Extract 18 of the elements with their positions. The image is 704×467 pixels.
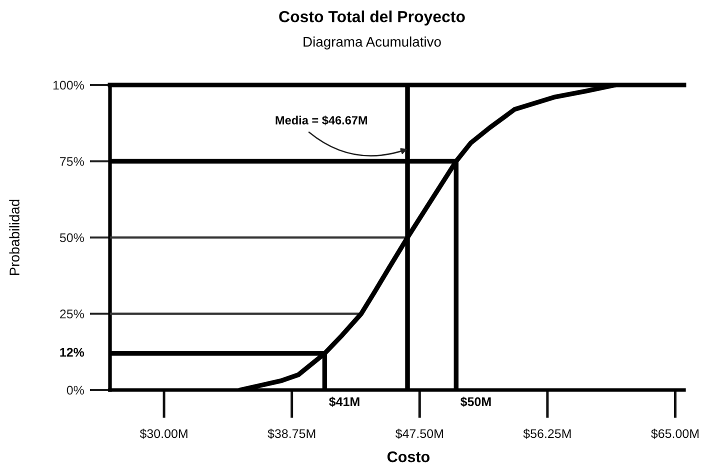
ref-line-label: $50M bbox=[460, 396, 491, 407]
ref-line-label: 12% bbox=[60, 348, 84, 357]
y-tick-label: 25% bbox=[60, 310, 84, 318]
x-tick-label: $47.50M bbox=[395, 428, 443, 439]
chart-subtitle: Diagrama Acumulativo bbox=[304, 36, 441, 50]
y-tick-label: 0% bbox=[66, 386, 84, 395]
x-tick-label: $65.00M bbox=[651, 428, 699, 439]
y-tick-label: 100% bbox=[53, 80, 84, 90]
x-tick-label: $56.25M bbox=[523, 428, 571, 439]
annotation: Media = $46.67M bbox=[276, 116, 368, 126]
x-axis-title: Costo bbox=[387, 451, 430, 462]
x-tick-label: $38.75M bbox=[268, 428, 316, 439]
y-tick-label: 75% bbox=[60, 157, 84, 166]
chart-title: Costo Total del Proyecto bbox=[279, 10, 465, 26]
y-axis-title: Probabilidad bbox=[9, 200, 20, 275]
y-tick-label: 50% bbox=[60, 233, 84, 242]
ref-line-label: $41M bbox=[329, 396, 360, 407]
x-tick-label: $30.00M bbox=[140, 428, 188, 439]
